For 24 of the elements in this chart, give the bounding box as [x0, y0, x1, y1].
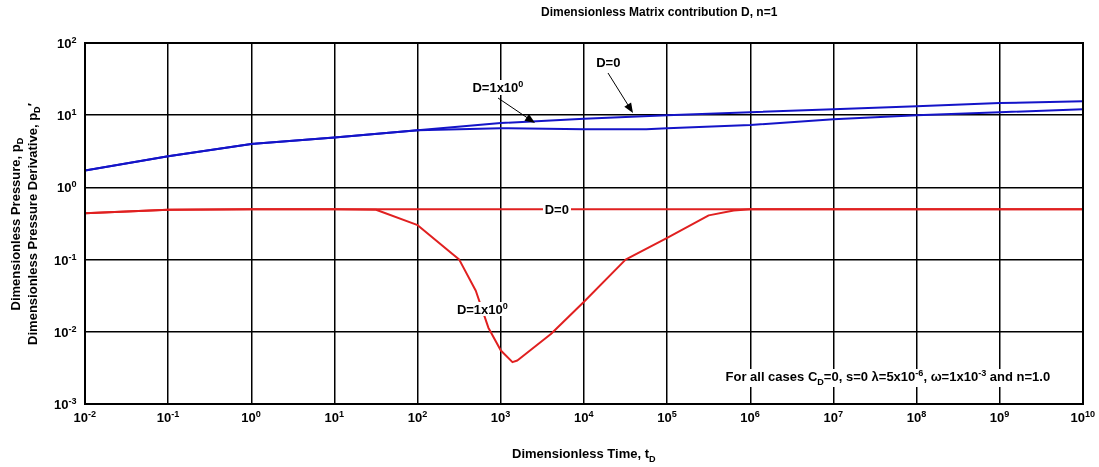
x-tick-label: 10$^{6}$: [740, 409, 760, 426]
chart-title: Dimensionless Matrix contribution D, n=1: [541, 5, 778, 19]
x-tick-label: 10$^{0}$: [241, 409, 261, 426]
y-tick-label: 10$^{0}$: [57, 179, 77, 196]
annotation: D=0: [594, 55, 623, 71]
y-tick-label: 10$^{-1}$: [54, 251, 77, 268]
annotation: For all cases C$_{D}$=0, s=0 λ=5x10$^{-6}$, ω=1x10$^{-3}$ and n=1.0: [725, 368, 1051, 388]
annotation: D=1x10$^{0}$: [470, 79, 526, 96]
y-tick-label: 10$^{-2}$: [54, 323, 77, 341]
annotation: D=1x10$^{0}$: [454, 300, 510, 317]
x-tick-label: 10$^{9}$: [989, 409, 1010, 426]
x-tick-label: 10$^{8}$: [906, 409, 927, 426]
x-axis-title: Dimensionless Time, t$_{D}$: [512, 445, 656, 464]
x-tick-label: 10$^{2}$: [407, 409, 428, 426]
x-tick-label: 10$^{7}$: [823, 409, 844, 426]
x-tick-label: 10$^{10}$: [1070, 409, 1096, 426]
x-tick-label: 10$^{5}$: [657, 409, 677, 426]
x-tick-label: 10$^{3}$: [490, 409, 511, 426]
y-tick-label: 10$^{2}$: [57, 35, 77, 52]
annotation: D=0: [542, 201, 571, 217]
x-tick-label: 10$^{-1}$: [156, 409, 180, 426]
x-tick-label: 10$^{1}$: [324, 409, 345, 426]
x-tick-label: 10$^{4}$: [574, 409, 594, 426]
y-tick-label: 10$^{1}$: [57, 107, 77, 124]
